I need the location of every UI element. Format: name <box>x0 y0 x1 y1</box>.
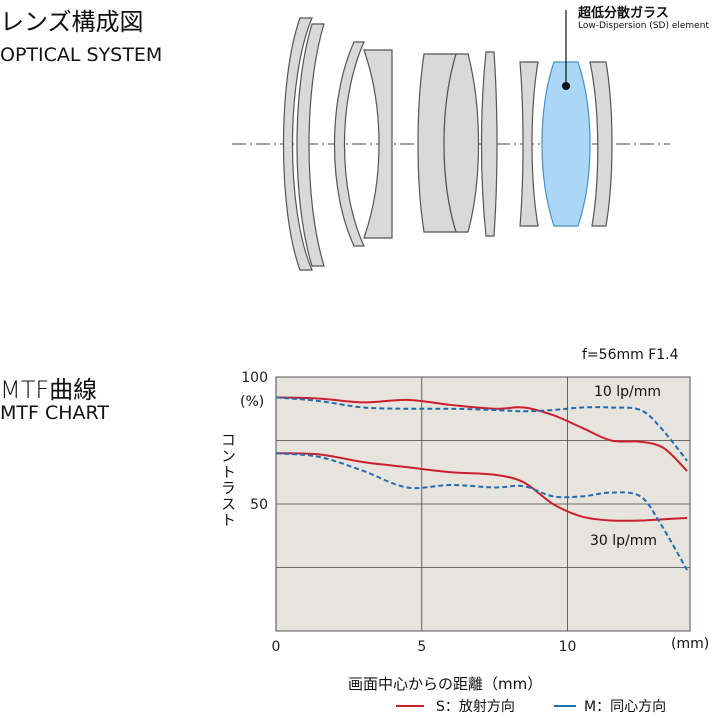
legend-m-label: M：同心方向 <box>584 699 666 715</box>
sd-pointer-dot <box>562 82 570 90</box>
lens-element-4 <box>363 49 393 239</box>
lens-spec: f=56mm F1.4 <box>582 347 679 363</box>
sd-label-jp: 超低分散ガラス <box>578 6 669 21</box>
x-axis-label: 画面中心からの距離（mm） <box>348 675 543 693</box>
series-line-10-lp-mm-s <box>275 396 688 472</box>
y-axis-label: コントラスト <box>219 432 237 528</box>
optical-diagram <box>232 10 670 271</box>
y-tick-label: 100 <box>241 370 268 386</box>
x-tick-label: 5 <box>417 639 426 655</box>
lens-element-7 <box>480 51 498 237</box>
annotation-30lp: 30 lp/mm <box>590 533 657 549</box>
lens-element-2 <box>296 23 325 267</box>
lens-element-3 <box>333 41 365 247</box>
mtf-title-en: MTF CHART <box>0 402 109 424</box>
mtf-title-jp: MTF曲線 <box>0 376 98 404</box>
series-line-30-lp-mm-m <box>275 452 688 571</box>
sd-lens-element <box>541 61 591 227</box>
legend-s-label: S：放射方向 <box>436 699 515 715</box>
lens-element-8 <box>519 61 539 227</box>
optical-title-jp: レンズ構成図 <box>0 8 144 36</box>
lens-element-6 <box>443 53 480 233</box>
x-unit-label: (mm) <box>671 636 710 652</box>
sd-label-en: Low-Dispersion (SD) element <box>578 21 709 31</box>
x-tick-label: 10 <box>559 639 577 655</box>
lens-element-1 <box>282 17 313 271</box>
y-tick-label: 50 <box>250 497 268 513</box>
lens-element-10 <box>589 61 613 227</box>
optical-title-en: OPTICAL SYSTEM <box>0 44 163 66</box>
series-line-30-lp-mm-s <box>275 452 688 522</box>
annotation-10lp: 10 lp/mm <box>594 384 661 400</box>
x-tick-label: 0 <box>272 639 281 655</box>
y-unit-label: (%) <box>240 394 265 410</box>
series-line-10-lp-mm-m <box>275 396 688 462</box>
